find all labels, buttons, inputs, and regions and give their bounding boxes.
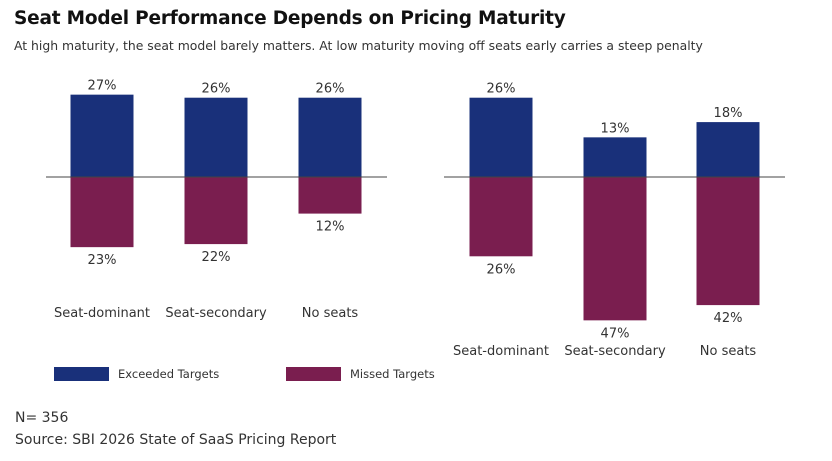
- data-label-exceeded-1-3: 26%: [316, 82, 345, 97]
- category-label-2-3: No seats: [700, 344, 757, 359]
- sample-size-note: N= 356: [15, 410, 69, 426]
- category-label-1-1: Seat-dominant: [54, 306, 150, 321]
- bar-missed-2-1: [469, 177, 533, 257]
- data-label-missed-2-3: 42%: [714, 311, 743, 326]
- data-label-missed-1-3: 12%: [316, 220, 345, 235]
- category-label-2-1: Seat-dominant: [453, 344, 549, 359]
- data-label-exceeded-2-2: 13%: [601, 121, 630, 136]
- chart-title: Seat Model Performance Depends on Pricin…: [14, 8, 566, 29]
- bar-missed-1-3: [298, 177, 362, 214]
- bar-exceeded-2-3: [696, 122, 760, 177]
- data-label-exceeded-2-3: 18%: [714, 106, 743, 121]
- bar-missed-2-3: [696, 177, 760, 306]
- bar-exceeded-2-1: [469, 97, 533, 177]
- bar-exceeded-1-3: [298, 97, 362, 177]
- bar-exceeded-2-2: [583, 137, 647, 177]
- legend-item-exceeded: Exceeded Targets: [54, 366, 219, 382]
- legend-swatch-missed: [286, 367, 341, 381]
- bar-exceeded-1-1: [70, 94, 134, 177]
- category-label-1-2: Seat-secondary: [165, 306, 267, 321]
- source-note: Source: SBI 2026 State of SaaS Pricing R…: [15, 432, 337, 448]
- bar-missed-2-2: [583, 177, 647, 321]
- legend-label-missed: Missed Targets: [350, 367, 435, 381]
- legend-item-missed: Missed Targets: [286, 366, 435, 382]
- data-label-missed-1-2: 22%: [202, 250, 231, 265]
- bar-missed-1-2: [184, 177, 248, 245]
- data-label-missed-1-1: 23%: [88, 253, 117, 268]
- data-label-missed-2-2: 47%: [601, 326, 630, 341]
- legend-label-exceeded: Exceeded Targets: [118, 367, 220, 381]
- bar-missed-1-1: [70, 177, 134, 248]
- data-label-exceeded-1-1: 27%: [88, 79, 117, 94]
- category-label-1-3: No seats: [302, 306, 359, 321]
- chart-subtitle: At high maturity, the seat model barely …: [14, 38, 703, 53]
- data-label-missed-2-1: 26%: [487, 262, 516, 277]
- data-label-exceeded-1-2: 26%: [202, 82, 231, 97]
- legend-swatch-exceeded: [54, 367, 109, 381]
- category-label-2-2: Seat-secondary: [564, 344, 666, 359]
- data-label-exceeded-2-1: 26%: [487, 82, 516, 97]
- bar-exceeded-1-2: [184, 97, 248, 177]
